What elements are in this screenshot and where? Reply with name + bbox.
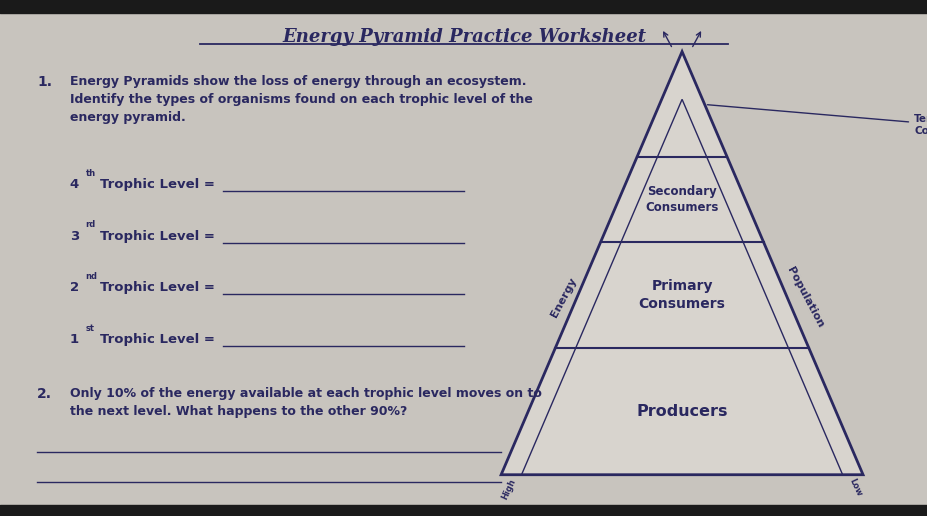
Text: Producers: Producers xyxy=(636,404,727,419)
Text: Energy: Energy xyxy=(549,276,578,318)
Text: High: High xyxy=(500,477,516,501)
Text: th: th xyxy=(85,169,95,178)
Text: 1.: 1. xyxy=(37,75,52,89)
Text: Low: Low xyxy=(846,477,863,498)
Text: Trophic Level =: Trophic Level = xyxy=(100,230,215,243)
Text: Trophic Level =: Trophic Level = xyxy=(100,333,215,346)
Text: Primary
Consumers: Primary Consumers xyxy=(638,279,725,311)
Text: nd: nd xyxy=(85,272,97,281)
Text: Population: Population xyxy=(784,265,824,329)
Text: Energy Pyramid Practice Worksheet: Energy Pyramid Practice Worksheet xyxy=(282,28,645,46)
Text: 2: 2 xyxy=(70,281,79,294)
Text: Secondary
Consumers: Secondary Consumers xyxy=(644,185,718,214)
Text: 4: 4 xyxy=(70,178,79,191)
Text: Energy Pyramids show the loss of energy through an ecosystem.
Identify the types: Energy Pyramids show the loss of energy … xyxy=(70,75,532,124)
Text: Trophic Level =: Trophic Level = xyxy=(100,178,215,191)
Text: rd: rd xyxy=(85,220,95,229)
Text: st: st xyxy=(85,324,95,332)
Text: 2.: 2. xyxy=(37,387,52,401)
Text: Trophic Level =: Trophic Level = xyxy=(100,281,215,294)
Text: 1: 1 xyxy=(70,333,79,346)
Polygon shape xyxy=(501,52,862,475)
Text: Only 10% of the energy available at each trophic level moves on to
the next leve: Only 10% of the energy available at each… xyxy=(70,387,540,418)
Text: Tertiary
Consumers: Tertiary Consumers xyxy=(706,105,927,136)
Text: 3: 3 xyxy=(70,230,79,243)
